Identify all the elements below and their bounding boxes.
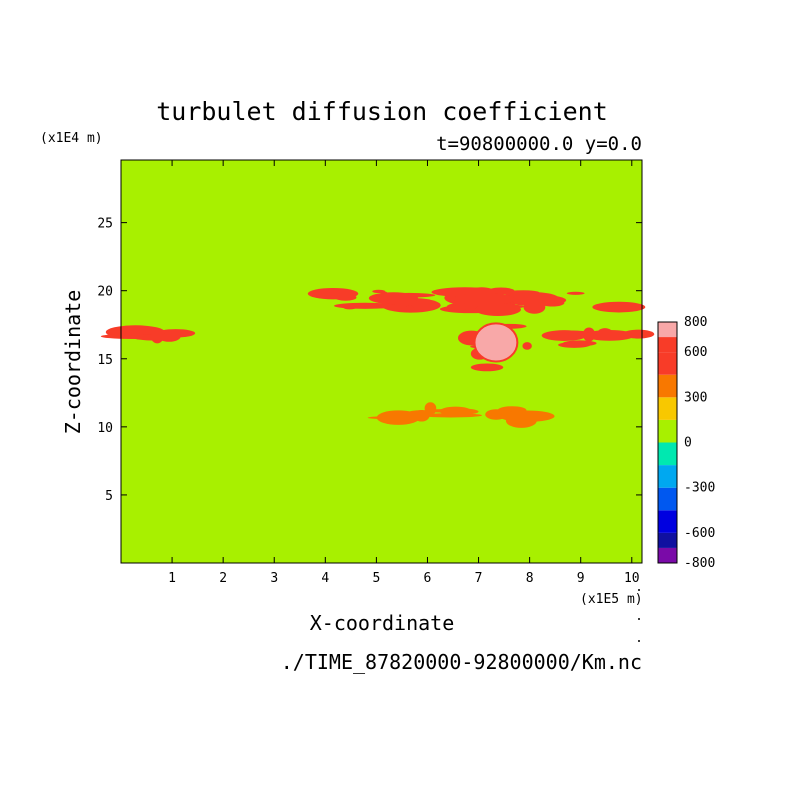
- contour-patch: [343, 305, 357, 310]
- contour-patch: [470, 363, 504, 372]
- contour-patch: [132, 334, 178, 341]
- x-axis: 1 2 3 4 5 6 7 8 9 10: [168, 160, 640, 586]
- colorbar-label: -300: [684, 481, 715, 496]
- chart-subtitle: t=90800000.0 y=0.0: [436, 133, 642, 155]
- x-tick-label: 7: [475, 571, 483, 586]
- contour-patch: [519, 412, 548, 420]
- colorbar-swatch: [658, 322, 677, 338]
- y-tick-label: 10: [97, 421, 113, 436]
- contour-patch: [522, 342, 532, 350]
- contour-patch: [541, 330, 587, 341]
- contour-patch: [566, 291, 585, 295]
- colorbar-swatch: [658, 397, 677, 420]
- contour-features: [100, 287, 655, 428]
- contour-patch: [368, 292, 419, 305]
- colorbar: 800 600 300 0 -300 -600 -800: [657, 315, 715, 571]
- colorbar-label: 600: [684, 345, 707, 360]
- y-tick-label: 20: [97, 285, 113, 300]
- colorbar-frame: [657, 321, 678, 564]
- marker-dot: [638, 618, 640, 620]
- contour-patch: [334, 302, 396, 309]
- contour-patch: [622, 329, 655, 339]
- contour-patch: [405, 305, 414, 313]
- contour-patch: [334, 294, 357, 301]
- colorbar-swatch: [658, 374, 677, 398]
- colorbar-label: -800: [684, 556, 715, 571]
- contour-patch: [453, 293, 515, 305]
- contour-patch: [379, 291, 390, 302]
- contour-patch: [505, 291, 559, 305]
- contour-core: [473, 322, 519, 363]
- x-tick-label: 10: [624, 571, 640, 586]
- colorbar-label: -600: [684, 526, 715, 541]
- y-axis: 5 10 15 20 25: [97, 217, 642, 504]
- y-tick-label: 15: [97, 353, 113, 368]
- x-tick-label: 6: [424, 571, 432, 586]
- y-unit-label: (x1E4 m): [40, 131, 103, 146]
- marker-dot: [638, 589, 640, 591]
- contour-patch: [584, 329, 635, 341]
- colorbar-label: 800: [684, 315, 707, 330]
- y-axis-label: Z-coordinate: [61, 290, 85, 435]
- colorbar-swatch: [658, 532, 677, 548]
- x-tick-label: 3: [270, 571, 278, 586]
- contour-patch: [413, 410, 430, 422]
- colorbar-swatch: [658, 352, 677, 375]
- y-tick-label: 5: [105, 489, 113, 504]
- colorbar-swatch: [658, 442, 677, 466]
- colorbar-swatch: [658, 465, 677, 488]
- x-tick-label: 5: [372, 571, 380, 586]
- plot-frame: [120, 159, 643, 564]
- colorbar-swatch: [658, 547, 677, 563]
- contour-patch: [474, 303, 521, 317]
- x-axis-label: X-coordinate: [310, 611, 455, 635]
- plot-background: [121, 160, 642, 563]
- colorbar-swatch: [658, 337, 677, 353]
- colorbar-label: 0: [684, 436, 692, 451]
- x-tick-label: 9: [577, 571, 585, 586]
- contour-patch: [592, 301, 646, 313]
- x-tick-label: 1: [168, 571, 176, 586]
- source-file-label: ./TIME_87820000-92800000/Km.nc: [281, 650, 642, 674]
- colorbar-label: 300: [684, 390, 707, 405]
- x-tick-label: 8: [526, 571, 534, 586]
- contour-patch: [562, 340, 597, 347]
- contour-patch: [449, 408, 479, 415]
- colorbar-swatch: [658, 419, 677, 443]
- chart-title: turbulet diffusion coefficient: [156, 97, 608, 126]
- marker-dot: [638, 640, 640, 642]
- x-tick-label: 4: [321, 571, 329, 586]
- y-tick-label: 25: [97, 217, 113, 232]
- colorbar-swatch: [658, 510, 677, 533]
- x-tick-label: 2: [219, 571, 227, 586]
- contour-patch: [376, 410, 420, 425]
- colorbar-swatch: [658, 487, 677, 511]
- x-unit-label: (x1E5 m): [580, 592, 643, 607]
